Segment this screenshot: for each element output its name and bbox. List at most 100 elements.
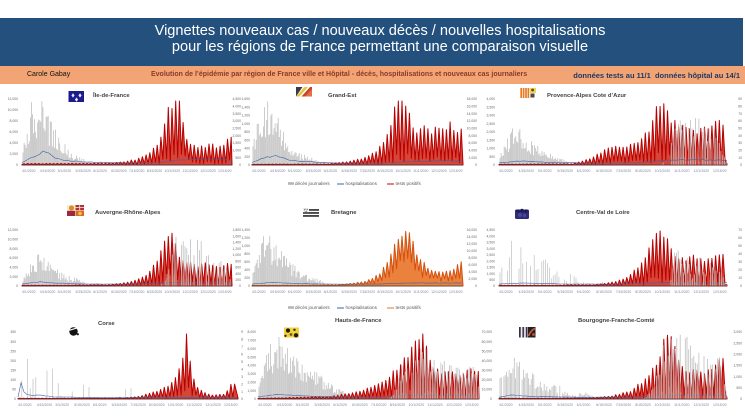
svg-text:4,000: 4,000 xyxy=(10,266,19,270)
svg-text:5/15/2020: 5/15/2020 xyxy=(76,169,92,173)
svg-text:2,000: 2,000 xyxy=(487,259,496,263)
svg-text:1,400: 1,400 xyxy=(242,228,251,232)
svg-text:6/1/2020: 6/1/2020 xyxy=(577,403,591,407)
svg-text:50: 50 xyxy=(12,388,16,392)
svg-text:7,000: 7,000 xyxy=(248,339,257,343)
svg-text:4/15/2020: 4/15/2020 xyxy=(519,403,535,407)
svg-text:12/15/20: 12/15/20 xyxy=(449,290,463,294)
svg-text:4/15/2020: 4/15/2020 xyxy=(40,169,56,173)
svg-text:Hauts-de-France: Hauts-de-France xyxy=(335,318,382,324)
svg-text:1,400: 1,400 xyxy=(242,106,251,110)
svg-text:1,500: 1,500 xyxy=(233,141,242,145)
svg-text:8,000: 8,000 xyxy=(469,134,478,138)
svg-text:30: 30 xyxy=(738,141,742,145)
svg-text:400: 400 xyxy=(244,147,250,151)
svg-text:1,600: 1,600 xyxy=(242,97,251,101)
svg-text:10/1/2020: 10/1/2020 xyxy=(655,403,671,407)
svg-text:décès journaliers: décès journaliers xyxy=(295,305,330,310)
svg-text:2,000: 2,000 xyxy=(469,156,478,160)
svg-text:0: 0 xyxy=(475,163,477,167)
svg-text:4,000: 4,000 xyxy=(487,97,496,101)
svg-text:100: 100 xyxy=(10,378,16,382)
svg-text:5/1/2020: 5/1/2020 xyxy=(296,403,310,407)
svg-text:50: 50 xyxy=(738,127,742,131)
svg-text:4/1/2020: 4/1/2020 xyxy=(252,290,266,294)
svg-text:Île-de-France: Île-de-France xyxy=(92,91,130,99)
svg-text:1,200: 1,200 xyxy=(242,236,251,240)
svg-text:Bretagne: Bretagne xyxy=(331,210,357,216)
svg-text:12/1/2020: 12/1/2020 xyxy=(205,403,221,407)
svg-text:12/1/2020: 12/1/2020 xyxy=(446,403,462,407)
svg-text:12/1/2020: 12/1/2020 xyxy=(694,290,710,294)
svg-text:2,500: 2,500 xyxy=(487,122,496,126)
svg-text:Provence-Alpes Cote d’Azur: Provence-Alpes Cote d’Azur xyxy=(547,93,627,99)
svg-text:4/15/2020: 4/15/2020 xyxy=(40,290,56,294)
svg-text:11/1/2020: 11/1/2020 xyxy=(674,169,689,173)
svg-text:tests positifs: tests positifs xyxy=(396,181,422,186)
svg-text:5/1/2020: 5/1/2020 xyxy=(538,403,552,407)
svg-text:4/15/2020: 4/15/2020 xyxy=(519,290,535,294)
svg-text:70,000: 70,000 xyxy=(482,330,492,334)
svg-text:6/15/2020: 6/15/2020 xyxy=(596,403,612,407)
svg-text:200: 200 xyxy=(244,276,250,280)
svg-text:8/15/2020: 8/15/2020 xyxy=(377,169,393,173)
svg-text:6/15/2020: 6/15/2020 xyxy=(596,290,612,294)
svg-text:tests positifs: tests positifs xyxy=(396,305,422,310)
svg-text:800: 800 xyxy=(244,130,250,134)
svg-text:7: 7 xyxy=(241,345,243,349)
svg-text:2,500: 2,500 xyxy=(734,341,743,345)
svg-text:500: 500 xyxy=(235,156,241,160)
svg-text:2,000: 2,000 xyxy=(233,134,242,138)
svg-text:4/15/2020: 4/15/2020 xyxy=(37,403,53,407)
svg-text:16,000: 16,000 xyxy=(467,228,477,232)
svg-text:0: 0 xyxy=(239,163,241,167)
svg-text:0: 0 xyxy=(248,163,250,167)
svg-text:1,200: 1,200 xyxy=(233,247,242,251)
svg-text:0: 0 xyxy=(740,163,742,167)
svg-text:1,400: 1,400 xyxy=(233,241,242,245)
svg-text:6,000: 6,000 xyxy=(469,141,478,145)
svg-text:3,500: 3,500 xyxy=(487,106,496,110)
svg-text:1,800: 1,800 xyxy=(233,228,242,232)
svg-text:50: 50 xyxy=(738,244,742,248)
svg-text:0: 0 xyxy=(475,284,477,288)
svg-text:7/15/2020: 7/15/2020 xyxy=(616,290,632,294)
svg-text:8,000: 8,000 xyxy=(248,330,257,334)
svg-text:30,000: 30,000 xyxy=(482,369,492,373)
svg-text:7/15/2020: 7/15/2020 xyxy=(129,169,145,173)
svg-text:600: 600 xyxy=(244,260,250,264)
svg-text:20: 20 xyxy=(738,149,742,153)
svg-text:0: 0 xyxy=(239,284,241,288)
svg-text:90: 90 xyxy=(738,97,742,101)
svg-text:5/15/2020: 5/15/2020 xyxy=(557,403,573,407)
svg-text:6,000: 6,000 xyxy=(10,256,19,260)
svg-text:5/1/2020: 5/1/2020 xyxy=(288,290,302,294)
svg-text:12/15/20: 12/15/20 xyxy=(224,403,238,407)
svg-text:0: 0 xyxy=(241,397,243,401)
svg-text:10/1/2020: 10/1/2020 xyxy=(165,290,181,294)
svg-text:2,000: 2,000 xyxy=(734,353,743,357)
svg-text:3,000: 3,000 xyxy=(487,114,496,118)
svg-text:7/15/2020: 7/15/2020 xyxy=(616,169,632,173)
svg-text:1,000: 1,000 xyxy=(487,147,496,151)
svg-text:0: 0 xyxy=(16,284,18,288)
svg-text:5/15/2020: 5/15/2020 xyxy=(74,403,90,407)
svg-text:8/15/2020: 8/15/2020 xyxy=(377,290,393,294)
svg-text:3,000: 3,000 xyxy=(248,372,257,376)
svg-text:3,000: 3,000 xyxy=(734,330,743,334)
svg-text:12/15/20: 12/15/20 xyxy=(218,290,232,294)
svg-text:1,000: 1,000 xyxy=(487,272,496,276)
svg-text:Auvergne-Rhône-Alpes: Auvergne-Rhône-Alpes xyxy=(95,210,161,216)
svg-text:10/1/2020: 10/1/2020 xyxy=(655,290,671,294)
svg-text:6/15/2020: 6/15/2020 xyxy=(342,169,358,173)
svg-text:800: 800 xyxy=(235,259,241,263)
svg-text:500: 500 xyxy=(736,386,742,390)
svg-text:60: 60 xyxy=(738,119,742,123)
svg-text:5/15/2020: 5/15/2020 xyxy=(306,169,322,173)
svg-text:3,500: 3,500 xyxy=(233,112,242,116)
svg-text:350: 350 xyxy=(10,330,16,334)
svg-text:7/15/2020: 7/15/2020 xyxy=(360,169,376,173)
svg-text:4/1/2020: 4/1/2020 xyxy=(252,169,266,173)
svg-text:18,000: 18,000 xyxy=(467,97,477,101)
svg-text:800: 800 xyxy=(244,252,250,256)
